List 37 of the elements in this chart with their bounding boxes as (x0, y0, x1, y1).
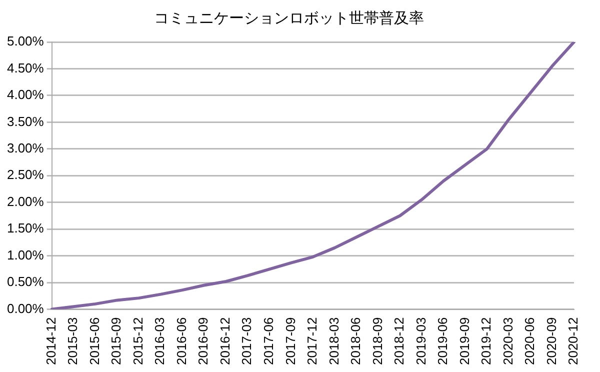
x-tick-label: 2016-12 (217, 317, 232, 366)
x-tick-label: 2016-09 (196, 317, 211, 366)
x-tick-label: 2020-09 (544, 317, 559, 366)
x-tick-label: 2015-12 (130, 317, 146, 366)
y-tick-label: 0.50% (6, 274, 44, 290)
y-tick-label: 0.00% (6, 300, 44, 316)
y-tick-label: 2.50% (6, 167, 44, 182)
x-tick-label: 2019-03 (413, 317, 428, 366)
y-tick-label: 3.00% (6, 140, 44, 156)
x-tick-label: 2017-06 (260, 317, 276, 366)
x-tick-label: 2015-06 (86, 317, 102, 366)
y-tick-label: 1.00% (6, 247, 44, 262)
x-tick-label: 2018-12 (392, 317, 407, 366)
x-tick-label: 2019-12 (478, 317, 494, 366)
x-tick-label: 2019-06 (435, 317, 450, 366)
x-tick-label: 2017-03 (239, 317, 254, 366)
y-tick-label: 1.50% (6, 220, 44, 236)
y-tick-label: 5.00% (6, 34, 44, 49)
y-tick-label: 4.00% (6, 87, 44, 102)
x-tick-label: 2015-03 (65, 317, 80, 366)
x-tick-label: 2015-09 (108, 317, 124, 366)
y-tick-label: 4.50% (6, 60, 44, 76)
x-tick-label: 2019-09 (456, 317, 472, 366)
x-tick-label: 2016-03 (152, 317, 168, 366)
chart-title: コミュニケーションロボット世帯普及率 (154, 10, 424, 28)
x-tick-label: 2020-03 (500, 317, 516, 366)
x-tick-label: 2020-06 (522, 317, 538, 366)
x-tick-label: 2016-06 (174, 317, 189, 366)
x-tick-label: 2018-06 (348, 317, 364, 366)
y-tick-label: 2.00% (6, 194, 44, 209)
x-tick-label: 2017-09 (282, 317, 298, 366)
x-tick-label: 2018-09 (370, 317, 385, 366)
x-tick-label: 2018-03 (326, 317, 342, 366)
x-tick-label: 2020-12 (566, 317, 581, 366)
x-tick-label: 2017-12 (304, 317, 320, 366)
x-tick-label: 2014-12 (43, 317, 58, 366)
y-tick-label: 3.50% (6, 114, 44, 129)
